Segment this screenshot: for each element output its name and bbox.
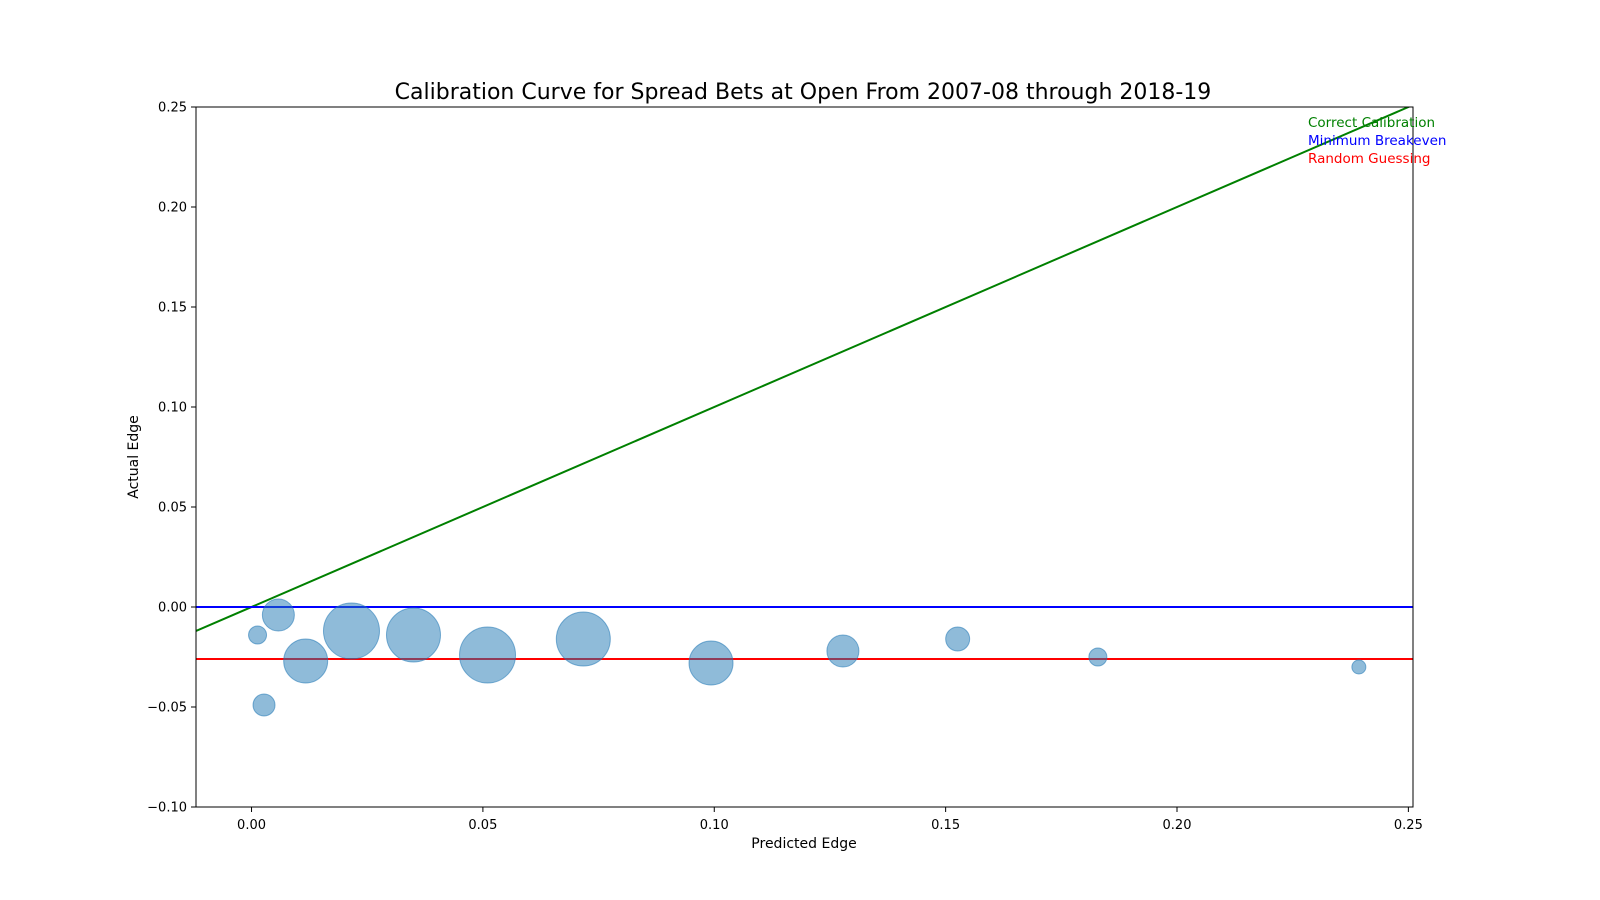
plot-frame [195, 106, 1414, 808]
y-tick-label: 0.10 [158, 401, 187, 416]
x-axis: 0.00 0.05 0.10 0.15 0.20 0.25 [237, 807, 1423, 833]
y-tick-label: 0.00 [158, 601, 187, 616]
data-point-11 [1088, 647, 1108, 667]
legend-entry-random-guessing: Random Guessing [1308, 151, 1430, 167]
y-tick-label: 0.25 [158, 101, 187, 116]
y-tick-label: 0.15 [158, 301, 187, 316]
x-tick-label: 0.15 [931, 818, 960, 833]
data-point-3 [283, 638, 329, 684]
data-point-9 [826, 634, 860, 668]
y-axis: −0.10 −0.05 0.00 0.05 0.10 0.15 0.20 0.25 [147, 101, 196, 816]
x-tick-label: 0.00 [237, 818, 266, 833]
data-point-10 [945, 626, 971, 652]
y-tick-label: −0.05 [147, 701, 187, 716]
chart-title: Calibration Curve for Spread Bets at Ope… [395, 80, 1212, 105]
reference-lines [196, 107, 1413, 660]
y-tick-label: 0.05 [158, 501, 187, 516]
y-tick-label: −0.10 [147, 801, 187, 816]
data-point-6 [459, 626, 517, 684]
data-point-8 [688, 640, 734, 686]
reference-line-correct-calibration [196, 107, 1411, 632]
x-tick-label: 0.05 [468, 818, 497, 833]
data-point-1 [252, 693, 276, 717]
legend-entry-minimum-breakeven: Minimum Breakeven [1308, 133, 1446, 149]
x-axis-label: Predicted Edge [751, 836, 856, 852]
data-point-12 [1351, 659, 1367, 675]
y-tick-label: 0.20 [158, 201, 187, 216]
data-point-7 [555, 611, 611, 667]
data-point-0 [248, 625, 268, 645]
legend-entry-correct-calibration: Correct Calibration [1308, 115, 1435, 131]
x-tick-label: 0.25 [1394, 818, 1423, 833]
x-tick-label: 0.10 [700, 818, 729, 833]
legend: Correct Calibration Minimum Breakeven Rand… [1308, 115, 1446, 167]
data-point-2 [261, 598, 295, 632]
x-tick-label: 0.20 [1163, 818, 1192, 833]
data-points [248, 598, 1367, 717]
data-point-5 [385, 607, 441, 663]
data-point-4 [322, 602, 380, 660]
y-axis-label: Actual Edge [126, 415, 142, 499]
